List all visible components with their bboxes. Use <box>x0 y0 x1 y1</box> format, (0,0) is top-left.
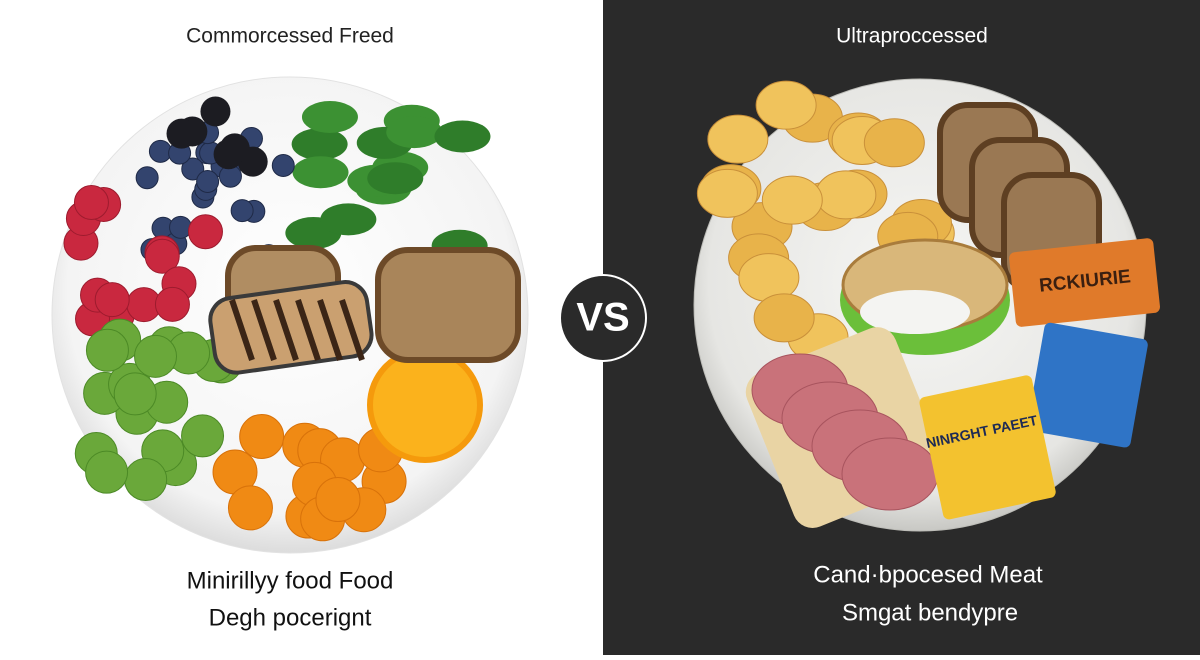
green-grape <box>113 372 157 416</box>
snack-package <box>919 375 1056 520</box>
orange <box>315 477 361 523</box>
bread <box>375 247 521 363</box>
green-grape <box>181 414 225 458</box>
grill-mark <box>317 299 343 361</box>
chip <box>753 293 815 343</box>
chip <box>696 168 758 218</box>
chip <box>761 175 823 225</box>
whole-foods <box>63 96 521 542</box>
raspberry <box>73 185 109 221</box>
left-caption: Minirillyy food Food <box>187 567 394 594</box>
blackberry <box>200 96 231 127</box>
green-grape <box>134 334 178 378</box>
grill-mark <box>229 299 255 361</box>
blueberry <box>148 139 172 163</box>
chip <box>755 80 817 130</box>
blueberry <box>135 166 159 190</box>
green-grape <box>85 328 129 372</box>
spinach-leaf <box>367 162 424 195</box>
spinach-leaf <box>292 156 349 189</box>
blueberry <box>196 170 220 194</box>
raspberry <box>94 282 130 318</box>
left-caption: Degh pocerignt <box>209 604 372 631</box>
orange <box>227 485 273 531</box>
blackberry <box>166 118 197 149</box>
spinach-leaf <box>434 120 491 153</box>
right-caption: Smgat bendypre <box>842 599 1018 626</box>
right-title: Ultraproccessed <box>836 25 988 48</box>
orange-slice <box>367 347 483 463</box>
green-grape <box>124 458 168 502</box>
chip <box>815 170 877 220</box>
spinach-leaf <box>320 203 377 236</box>
raspberry <box>187 214 223 250</box>
orange <box>239 413 285 459</box>
raspberry <box>154 286 190 322</box>
salami <box>841 437 939 511</box>
grill-mark <box>273 299 299 361</box>
blueberry <box>169 215 193 239</box>
grill-mark <box>339 299 365 361</box>
spinach-leaf <box>386 116 443 149</box>
cheese <box>860 290 970 334</box>
chip <box>707 114 769 164</box>
grill-mark <box>295 299 321 361</box>
grill-mark <box>251 299 277 361</box>
right-caption: Cand·bpocesed Meat <box>813 561 1043 588</box>
green-grape <box>85 450 129 494</box>
left-title: Commorcessed Freed <box>186 25 394 48</box>
vs-badge <box>559 274 647 362</box>
raspberry <box>144 238 180 274</box>
blackberry <box>213 139 244 170</box>
blueberry <box>271 153 295 177</box>
spinach-leaf <box>291 128 348 161</box>
chip <box>863 118 925 168</box>
blueberry <box>181 157 205 181</box>
snack-package <box>1009 238 1160 327</box>
vs-label: VS <box>576 296 629 340</box>
blueberry <box>230 199 254 223</box>
snack-package <box>1027 322 1148 448</box>
spinach-leaf <box>301 101 358 134</box>
